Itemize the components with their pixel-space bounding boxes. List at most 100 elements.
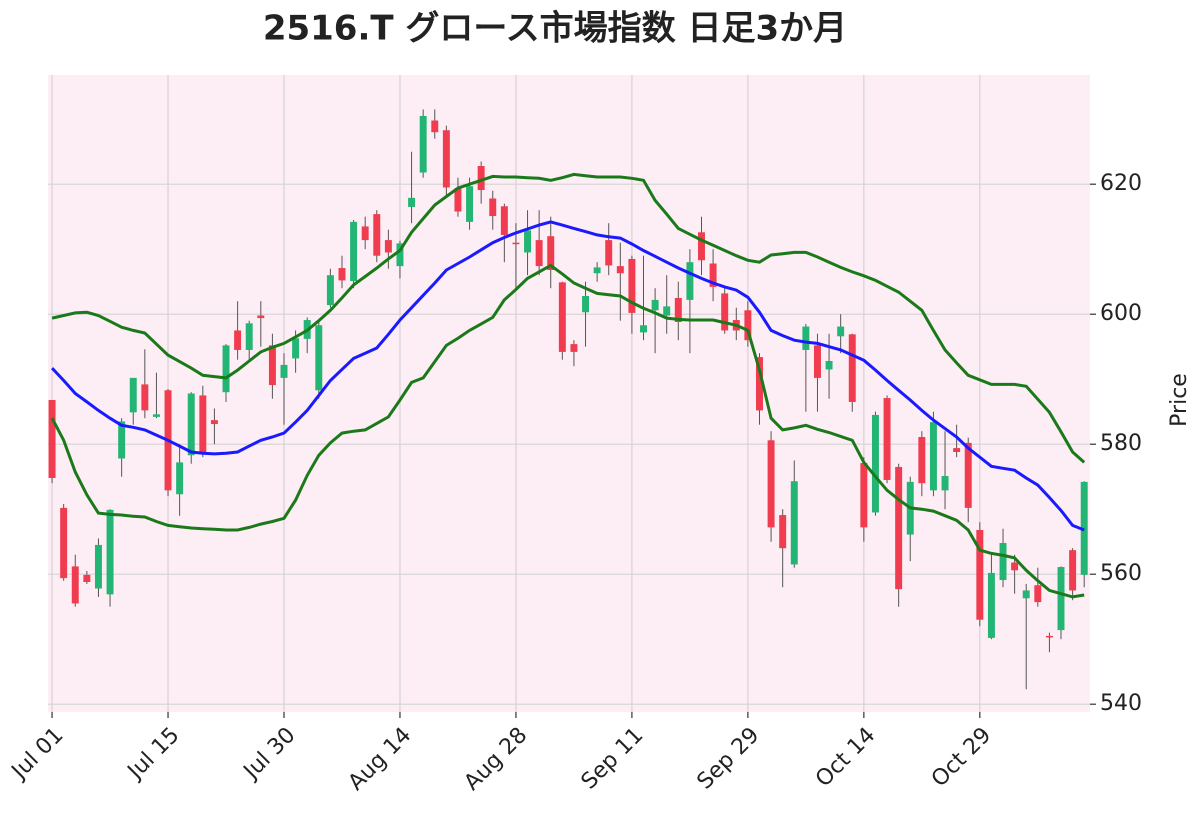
candle-body <box>767 440 775 528</box>
candle-body <box>199 395 207 452</box>
candle-body <box>350 221 358 282</box>
y-tick-label: 620 <box>1100 171 1142 196</box>
candle-body <box>454 188 462 212</box>
y-tick-label: 560 <box>1100 561 1142 586</box>
candle-body <box>593 267 601 274</box>
candle-body <box>489 198 497 217</box>
candle-body <box>1011 562 1019 571</box>
candle-body <box>60 507 68 579</box>
x-tick-label: Oct 29 <box>927 723 996 792</box>
candle-body <box>686 262 694 300</box>
band-line <box>51 172 1086 464</box>
candle-body <box>500 206 508 235</box>
candle-body <box>245 323 253 350</box>
candle-body <box>628 258 636 313</box>
candle-body <box>268 345 276 386</box>
x-tick-label: Sep 11 <box>577 723 649 795</box>
candle-body <box>987 572 995 638</box>
candle-body <box>176 462 184 495</box>
candle-body <box>512 242 520 245</box>
candle-body <box>292 338 300 359</box>
candle-body <box>582 296 590 313</box>
candle-body <box>1080 481 1088 575</box>
x-tick-label: Aug 14 <box>344 723 417 796</box>
candle-body <box>129 377 137 413</box>
candle-body <box>570 344 578 352</box>
candle-body <box>848 334 856 402</box>
candle-body <box>547 236 555 270</box>
candle-body <box>1045 635 1053 638</box>
candle-body <box>234 330 242 350</box>
candle-body <box>825 361 833 370</box>
candle-body <box>106 509 114 595</box>
candle-body <box>837 326 845 337</box>
candle-body <box>187 393 195 456</box>
candle-body <box>813 345 821 378</box>
candle-body <box>141 384 149 411</box>
candle-body <box>222 345 230 393</box>
candle-body <box>779 515 787 549</box>
candle-body <box>953 448 961 452</box>
candle-body <box>477 166 485 191</box>
candle-body <box>524 230 532 253</box>
candle-body <box>674 297 682 322</box>
candle-body <box>396 243 404 267</box>
candle-body <box>929 422 937 491</box>
candle-body <box>558 282 566 352</box>
plot-background <box>48 75 1090 712</box>
x-tick-label: Aug 28 <box>460 723 533 796</box>
candle-body <box>466 186 474 222</box>
candle-body <box>860 463 868 528</box>
candle-body <box>1057 567 1065 631</box>
candle-body <box>790 481 798 565</box>
candle-body <box>640 325 647 333</box>
candle-body <box>999 543 1007 581</box>
x-tick-label: Oct 14 <box>811 723 880 792</box>
candle-body <box>1022 590 1030 599</box>
candle-body <box>709 263 717 287</box>
x-tick-label: Jul 15 <box>122 723 185 786</box>
candle-body <box>71 566 79 604</box>
candle-body <box>663 306 671 316</box>
candle-body <box>605 240 613 266</box>
y-tick-label: 540 <box>1100 691 1142 716</box>
candle-body <box>976 530 984 620</box>
candle-body <box>94 544 102 589</box>
band-line <box>50 263 1085 599</box>
candle-body <box>373 214 381 256</box>
x-tick-label: Sep 29 <box>693 723 765 795</box>
candle-body <box>744 310 752 341</box>
candle-body <box>280 364 288 378</box>
candle-body <box>152 414 160 417</box>
candle-body <box>535 240 543 267</box>
candle-body <box>210 420 218 425</box>
candle-body <box>83 574 91 582</box>
candle-body <box>895 466 903 590</box>
candle-body <box>315 325 323 391</box>
candle-body <box>941 476 949 491</box>
candle-body <box>118 421 126 459</box>
chart-title: 2516.T グロース市場指数 日足3か月 <box>263 9 847 49</box>
candle-body <box>802 326 810 350</box>
candle-body <box>419 115 427 173</box>
y-axis-label: Price <box>1167 373 1192 427</box>
candle-body <box>326 275 334 306</box>
candle-body <box>918 437 926 484</box>
y-tick-label: 600 <box>1100 301 1142 326</box>
candle-body <box>871 414 879 513</box>
y-tick-label: 580 <box>1100 431 1142 456</box>
candle-body <box>651 299 659 311</box>
candle-body <box>1034 585 1042 603</box>
candle-body <box>408 197 416 207</box>
x-tick-label: Jul 01 <box>6 723 69 786</box>
candle-body <box>338 268 346 281</box>
candle-body <box>756 357 763 411</box>
candle-body <box>964 442 972 508</box>
band-line <box>51 220 1085 532</box>
candle-body <box>361 226 369 241</box>
candle-body <box>257 315 265 319</box>
candle-body <box>442 130 450 188</box>
candle-body <box>883 398 891 480</box>
candle-body <box>48 400 56 478</box>
candle-body <box>431 120 439 133</box>
